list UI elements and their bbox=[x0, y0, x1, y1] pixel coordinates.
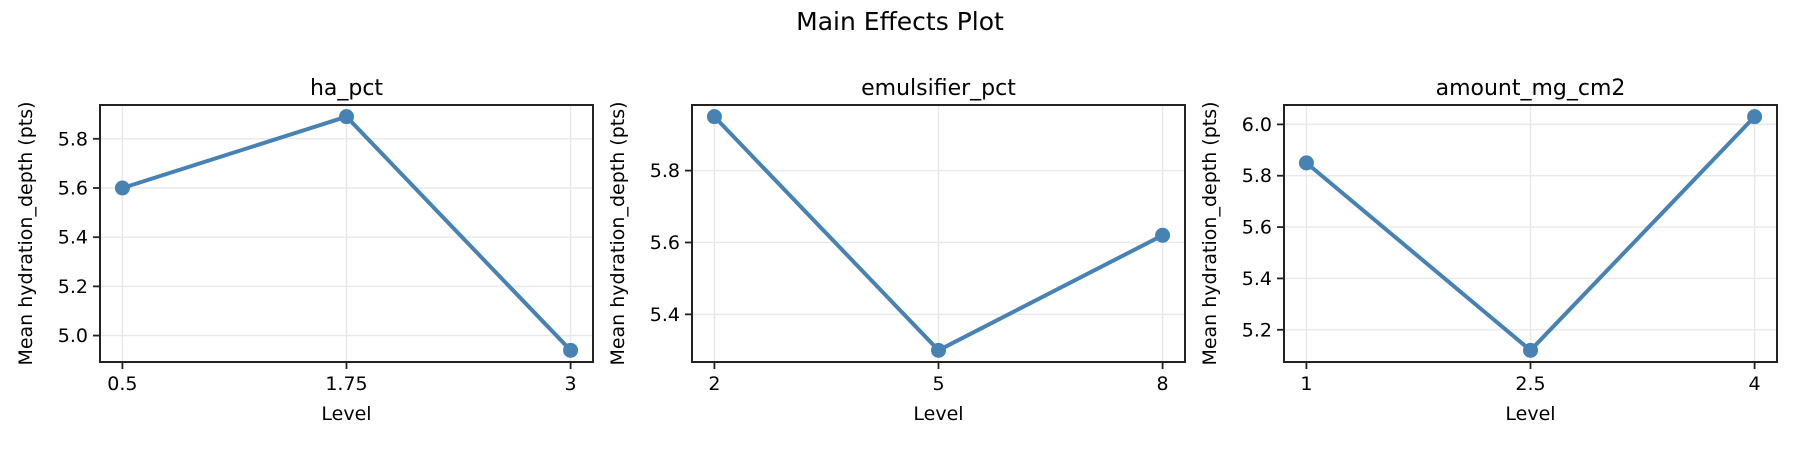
y-tick-label: 5.2 bbox=[58, 276, 88, 298]
y-tick-label: 5.6 bbox=[650, 232, 680, 254]
y-axis-label: Mean hydration_depth (pts) bbox=[607, 101, 629, 365]
y-tick-label: 6.0 bbox=[1242, 114, 1272, 136]
subplot-title: emulsifier_pct bbox=[861, 76, 1016, 101]
subplot-emulsifier-pct: 2 5 8 5.4 5.6 5.8 emulsifier_pct Level Mean h… bbox=[607, 76, 1186, 425]
x-axis-label: Level bbox=[913, 403, 963, 425]
x-tick-label: 3 bbox=[565, 373, 577, 395]
subplot-title: ha_pct bbox=[310, 76, 383, 101]
data-point-marker bbox=[1747, 109, 1763, 125]
figure-title: Main Effects Plot bbox=[796, 7, 1004, 36]
y-tick-label: 5.8 bbox=[650, 160, 680, 182]
x-tick-label: 1 bbox=[1300, 373, 1312, 395]
data-point-marker bbox=[114, 180, 130, 196]
subplot-ha-pct: 0.5 1.75 3 5.0 5.2 5.4 5.6 5.8 ha_pct Level Mea… bbox=[15, 76, 594, 425]
data-point-marker bbox=[1298, 155, 1314, 171]
x-tick-label: 4 bbox=[1749, 373, 1761, 395]
y-tick-label: 5.4 bbox=[58, 227, 88, 249]
x-tick-label: 1.75 bbox=[325, 373, 367, 395]
y-tick-label: 5.6 bbox=[58, 178, 88, 200]
y-tick-label: 5.8 bbox=[1242, 165, 1272, 187]
axes-area: 1 2.5 4 5.2 5.4 5.6 5.8 6.0 bbox=[1242, 104, 1778, 395]
x-tick-label: 2.5 bbox=[1515, 373, 1545, 395]
x-axis-label: Level bbox=[1505, 403, 1555, 425]
y-tick-label: 5.0 bbox=[58, 325, 88, 347]
x-tick-label: 8 bbox=[1157, 373, 1169, 395]
subplot-amount-mg-cm2: 1 2.5 4 5.2 5.4 5.6 5.8 6.0 amount_mg_cm2 Level… bbox=[1199, 76, 1778, 425]
data-point-marker bbox=[563, 342, 579, 358]
x-tick-label: 0.5 bbox=[107, 373, 137, 395]
x-axis-label: Level bbox=[321, 403, 371, 425]
y-tick-label: 5.4 bbox=[650, 304, 680, 326]
subplot-title: amount_mg_cm2 bbox=[1436, 76, 1626, 101]
axes-area: 2 5 8 5.4 5.6 5.8 bbox=[650, 104, 1186, 395]
y-axis-label: Mean hydration_depth (pts) bbox=[1199, 101, 1221, 365]
y-tick-label: 5.4 bbox=[1242, 268, 1272, 290]
y-axis-label: Mean hydration_depth (pts) bbox=[15, 101, 37, 365]
y-tick-label: 5.2 bbox=[1242, 319, 1272, 341]
x-tick-label: 2 bbox=[708, 373, 720, 395]
data-point-marker bbox=[1523, 342, 1538, 358]
y-tick-label: 5.6 bbox=[1242, 217, 1272, 239]
data-point-marker bbox=[1155, 227, 1171, 243]
axes-area: 0.5 1.75 3 5.0 5.2 5.4 5.6 5.8 bbox=[58, 104, 594, 395]
x-tick-label: 5 bbox=[932, 373, 944, 395]
data-point-marker bbox=[706, 109, 722, 125]
data-point-marker bbox=[931, 342, 946, 358]
y-tick-label: 5.8 bbox=[58, 128, 88, 150]
data-point-marker bbox=[339, 109, 354, 125]
